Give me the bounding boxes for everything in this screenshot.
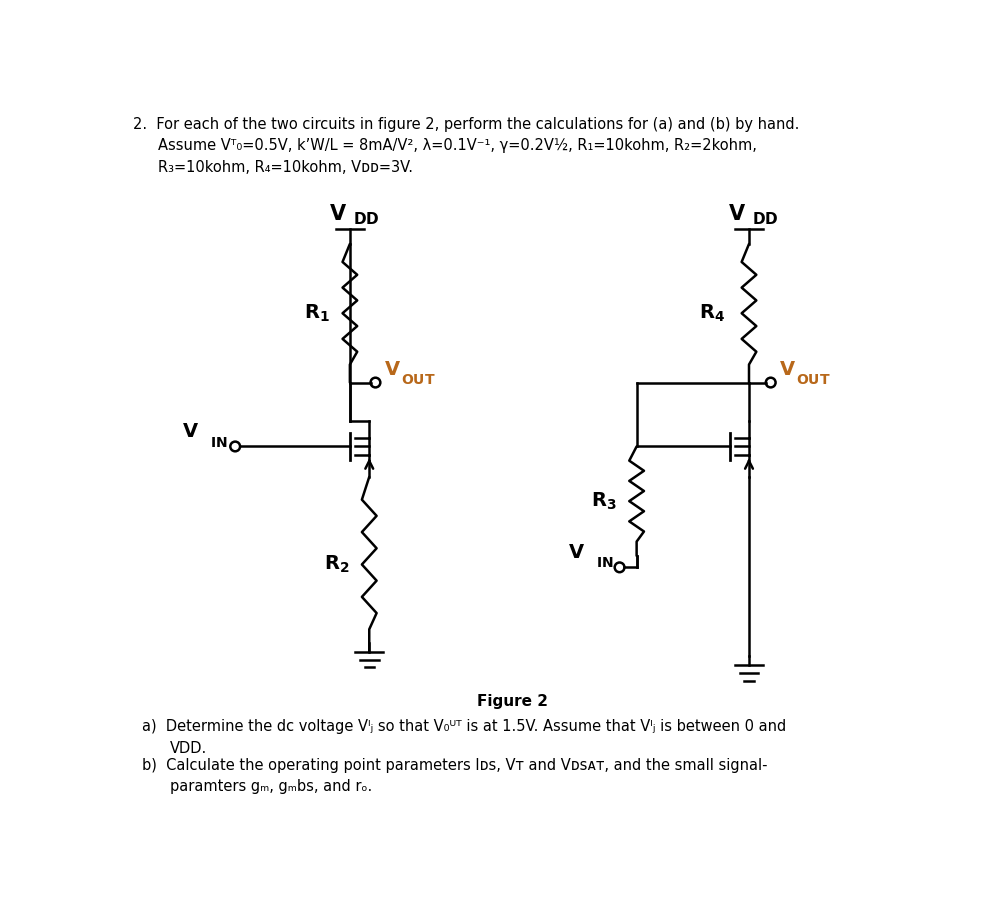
Text: $\mathbf{DD}$: $\mathbf{DD}$ bbox=[353, 211, 379, 227]
Text: $\mathbf{OUT}$: $\mathbf{OUT}$ bbox=[401, 373, 435, 387]
Text: $\mathbf{V}$: $\mathbf{V}$ bbox=[328, 204, 346, 224]
Text: $\mathbf{R_3}$: $\mathbf{R_3}$ bbox=[592, 490, 617, 511]
Text: $\mathbf{IN}$: $\mathbf{IN}$ bbox=[210, 436, 228, 450]
Text: 2.  For each of the two circuits in figure 2, perform the calculations for (a) a: 2. For each of the two circuits in figur… bbox=[133, 116, 799, 132]
Text: $\mathbf{R_4}$: $\mathbf{R_4}$ bbox=[699, 303, 725, 324]
Text: b)  Calculate the operating point parameters Iᴅs, Vᴛ and Vᴅsᴀᴛ, and the small si: b) Calculate the operating point paramet… bbox=[142, 757, 768, 773]
Text: $\mathbf{IN}$: $\mathbf{IN}$ bbox=[597, 556, 614, 571]
Text: $\mathbf{V}$: $\mathbf{V}$ bbox=[182, 422, 199, 441]
Text: $\mathbf{V}$: $\mathbf{V}$ bbox=[779, 360, 796, 379]
Text: $\mathbf{DD}$: $\mathbf{DD}$ bbox=[752, 211, 779, 227]
Text: Figure 2: Figure 2 bbox=[477, 694, 549, 710]
Text: VDD.: VDD. bbox=[170, 741, 207, 755]
Text: $\mathbf{R_2}$: $\mathbf{R_2}$ bbox=[324, 554, 349, 575]
Text: a)  Determine the dc voltage Vᴵⱼ so that V₀ᵁᵀ is at 1.5V. Assume that Vᴵⱼ is bet: a) Determine the dc voltage Vᴵⱼ so that … bbox=[142, 719, 787, 734]
Text: Assume Vᵀ₀=0.5V, k’W/L = 8mA/V², λ=0.1V⁻¹, γ=0.2V½, R₁=10kohm, R₂=2kohm,: Assume Vᵀ₀=0.5V, k’W/L = 8mA/V², λ=0.1V⁻… bbox=[158, 138, 757, 154]
Text: $\mathbf{V}$: $\mathbf{V}$ bbox=[384, 360, 401, 379]
Text: paramters gₘ, gₘbs, and rₒ.: paramters gₘ, gₘbs, and rₒ. bbox=[170, 779, 372, 794]
Text: $\mathbf{OUT}$: $\mathbf{OUT}$ bbox=[796, 373, 831, 387]
Text: $\mathbf{V}$: $\mathbf{V}$ bbox=[569, 543, 586, 562]
Text: $\mathbf{R_1}$: $\mathbf{R_1}$ bbox=[304, 303, 330, 324]
Text: R₃=10kohm, R₄=10kohm, Vᴅᴅ=3V.: R₃=10kohm, R₄=10kohm, Vᴅᴅ=3V. bbox=[158, 160, 412, 175]
Text: $\mathbf{V}$: $\mathbf{V}$ bbox=[728, 204, 746, 224]
